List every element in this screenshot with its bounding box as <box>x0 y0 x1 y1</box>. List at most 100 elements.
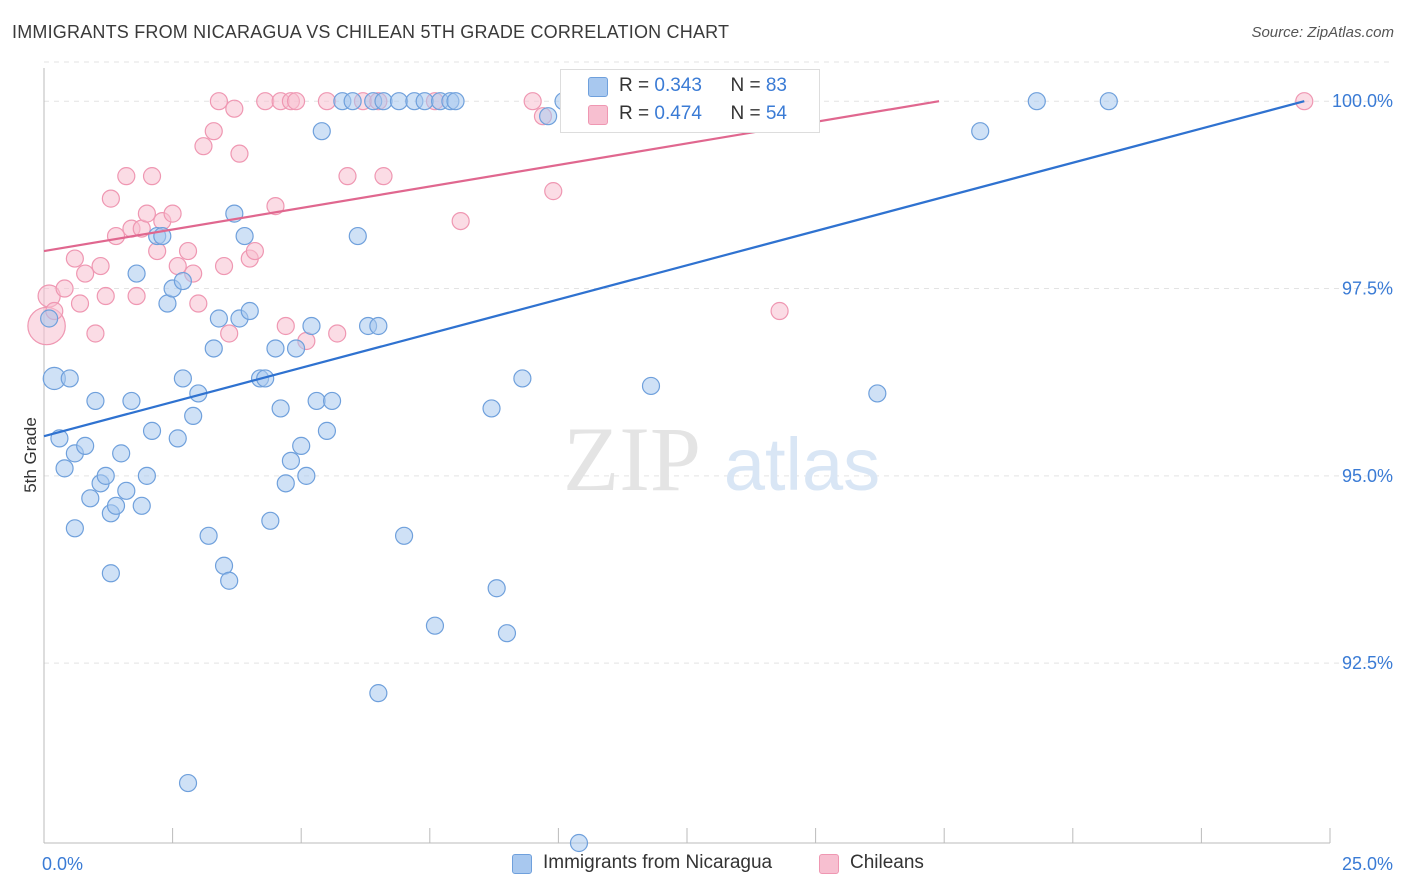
watermark: ZIP atlas <box>563 408 880 510</box>
nicaragua-point <box>497 624 517 643</box>
nicaragua-point <box>55 459 74 478</box>
nicaragua-point <box>446 92 465 111</box>
chilean-point <box>163 204 182 223</box>
nicaragua-point <box>142 421 162 440</box>
nicaragua-point <box>302 316 321 336</box>
chilean-point <box>256 92 275 111</box>
nicaragua-point <box>178 773 198 793</box>
chilean-point <box>770 301 789 321</box>
nicaragua-point <box>127 264 146 283</box>
chilean-point <box>127 286 146 306</box>
chilean-point <box>96 286 115 306</box>
nicaragua-point <box>322 391 342 411</box>
nicaragua-point <box>235 226 254 246</box>
stats-legend: R = 0.343 N = 83 R = 0.474 N = 54 <box>560 69 820 133</box>
nicaragua-point <box>513 369 532 388</box>
chilean-point <box>70 294 90 313</box>
chilean-point <box>65 249 84 268</box>
chilean-point <box>189 294 208 313</box>
nicaragua-point <box>374 92 393 111</box>
nicaragua-point <box>1027 92 1046 111</box>
nicaragua-point <box>1099 92 1118 111</box>
nicaragua-point <box>307 391 326 411</box>
nicaragua-point <box>394 526 414 545</box>
nicaragua-point <box>117 481 136 500</box>
chilean-point <box>544 182 563 201</box>
series-legend: Immigrants from Nicaragua Chileans <box>0 852 1406 876</box>
chilean-point <box>178 241 198 261</box>
series-swatch-nicaragua <box>512 854 532 874</box>
chilean-point <box>91 256 110 276</box>
legend-r-value: 0.343 <box>654 75 702 96</box>
nicaragua-point <box>389 92 409 111</box>
chilean-point <box>286 92 306 111</box>
nicaragua-point <box>271 399 290 418</box>
series-label-nicaragua: Immigrants from Nicaragua <box>543 852 773 873</box>
nicaragua-point <box>240 301 259 321</box>
nicaragua-point <box>261 511 280 530</box>
nicaragua-point <box>76 436 95 455</box>
nicaragua-point <box>65 519 84 538</box>
nicaragua-point <box>101 564 120 583</box>
chilean-point <box>86 324 105 343</box>
nicaragua-point <box>539 107 558 126</box>
watermark-atlas: atlas <box>724 423 880 506</box>
legend-r-value: 0.474 <box>654 103 702 124</box>
nicaragua-point <box>487 579 506 598</box>
points <box>27 92 1314 853</box>
nicaragua-point <box>569 833 589 853</box>
chilean-point <box>276 316 295 336</box>
legend-n-label: N = <box>730 75 766 96</box>
chilean-point <box>142 167 162 186</box>
nicaragua-point <box>173 369 192 388</box>
chilean-point <box>106 226 126 246</box>
chilean-point <box>328 324 347 343</box>
nicaragua-point <box>868 384 887 403</box>
y-tick-label: 100.0% <box>1332 91 1393 111</box>
nicaragua-point <box>184 406 203 426</box>
nicaragua-point <box>482 399 501 418</box>
series-swatch-chileans <box>819 854 839 874</box>
chilean-point <box>523 92 542 111</box>
nicaragua-point <box>96 466 115 485</box>
nicaragua-point <box>286 339 306 358</box>
legend-swatch-chileans <box>588 105 608 125</box>
nicaragua-point <box>137 466 156 485</box>
nicaragua-point <box>971 122 990 141</box>
nicaragua-point <box>369 684 388 703</box>
nicaragua-point <box>173 271 192 291</box>
chilean-point <box>225 99 244 118</box>
legend-row-chileans: R = 0.474 N = 54 <box>619 103 787 125</box>
nicaragua-point <box>276 474 295 493</box>
chilean-point <box>137 204 156 223</box>
watermark-zip: ZIP <box>563 408 701 510</box>
nicaragua-point <box>106 496 126 515</box>
chilean-point <box>101 189 120 208</box>
series-label-chileans: Chileans <box>850 852 924 873</box>
chilean-point <box>117 167 136 186</box>
nicaragua-point <box>343 92 362 111</box>
chilean-point <box>245 241 265 261</box>
y-tick-label: 92.5% <box>1342 653 1393 673</box>
x-tick-label: 0.0% <box>42 854 83 874</box>
chilean-point <box>220 324 239 343</box>
nicaragua-point <box>266 339 285 358</box>
nicaragua-point <box>122 391 141 411</box>
chilean-point <box>230 144 249 163</box>
nicaragua-point <box>199 526 218 545</box>
chart-title: IMMIGRANTS FROM NICARAGUA VS CHILEAN 5TH… <box>12 22 730 42</box>
chilean-point <box>317 92 337 111</box>
nicaragua-point <box>415 92 434 111</box>
nicaragua-point <box>317 421 337 440</box>
chilean-point <box>338 167 357 186</box>
chilean-point <box>214 256 234 276</box>
chilean-point <box>55 279 74 298</box>
y-axis-label: 5th Grade <box>21 417 40 493</box>
nicaragua-point <box>425 616 445 635</box>
chilean-point <box>209 92 228 111</box>
chilean-point <box>451 211 470 231</box>
tick-labels: 100.0% 97.5% 95.0% 92.5% 0.0% 25.0% <box>42 91 1393 874</box>
nicaragua-point <box>204 339 223 358</box>
nicaragua-point <box>220 571 239 590</box>
nicaragua-point <box>86 391 105 411</box>
